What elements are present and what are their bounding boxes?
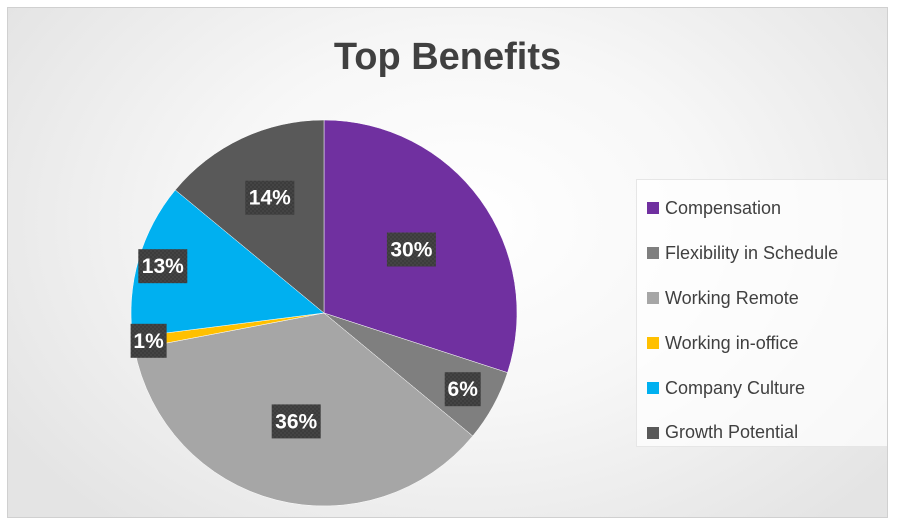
legend-label: Company Culture (665, 377, 806, 398)
data-label-value: 6% (448, 378, 479, 401)
data-label-company-culture: 13% (138, 249, 188, 284)
legend-item-growth-potential: Growth Potential (637, 410, 887, 455)
data-label-working-remote: 36% (271, 404, 321, 439)
data-label-box (138, 249, 188, 284)
chart-title: Top Benefits (333, 36, 562, 78)
legend-swatch (647, 202, 659, 215)
legend-swatch (647, 426, 659, 439)
data-label-compensation: 30% (386, 232, 436, 267)
legend-label: Growth Potential (665, 422, 799, 443)
data-label-box (245, 180, 295, 215)
legend-swatch (647, 292, 659, 305)
legend-swatch (647, 382, 659, 394)
legend-item-working-remote: Working Remote (637, 276, 887, 321)
data-label-growth-potential: 14% (245, 180, 295, 215)
data-label-box (130, 323, 167, 358)
data-label-value: 1% (133, 330, 164, 353)
legend-item-company-culture: Company Culture (637, 366, 887, 411)
legend-item-flexibility-in-schedule: Flexibility in Schedule (637, 231, 887, 276)
pie-slices (130, 119, 518, 507)
data-label-flexibility-in-schedule: 6% (444, 372, 481, 407)
legend-label: Compensation (665, 197, 782, 218)
data-label-working-in-office: 1% (130, 323, 167, 358)
legend-item-compensation: Compensation (637, 186, 887, 231)
legend-label: Flexibility in Schedule (665, 242, 839, 263)
legend-swatch (647, 247, 659, 260)
data-label-box (386, 232, 436, 267)
pie-chart: 30% 6% 36% 1% 13% 14% (130, 119, 518, 507)
data-labels: 30% 6% 36% 1% 13% 14% (130, 180, 481, 439)
pie-slice-growth-potential (174, 119, 325, 314)
legend: Compensation Flexibility in Schedule Worki… (636, 179, 887, 447)
data-label-box (271, 404, 321, 439)
data-label-value: 36% (275, 410, 317, 433)
legend-label: Working in-office (665, 332, 799, 353)
data-label-value: 30% (390, 239, 432, 262)
legend-item-working-in-office: Working in-office (637, 321, 887, 366)
data-label-value: 13% (142, 255, 184, 278)
chart-area: Top Benefits 30% 6% 36% 1% 13% 14% Compensati… (7, 7, 888, 518)
legend-swatch (647, 337, 659, 350)
legend-label: Working Remote (665, 287, 799, 308)
data-label-value: 14% (249, 187, 291, 210)
data-label-box (444, 372, 481, 407)
